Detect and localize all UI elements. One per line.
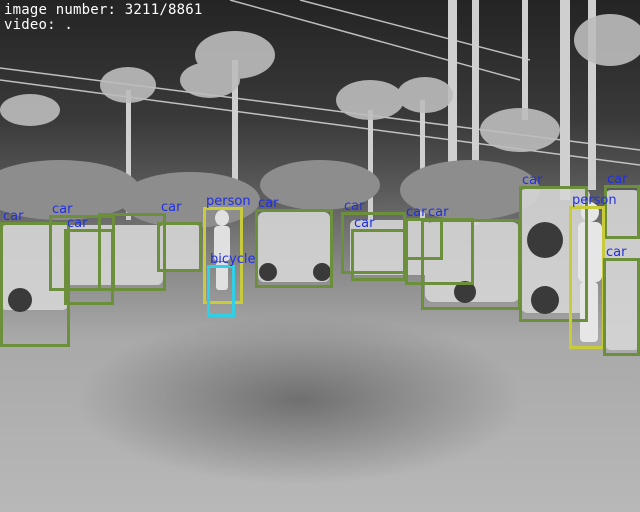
detection-label: car — [428, 205, 449, 220]
image-number-readout: image number: 3211/8861 — [4, 2, 203, 18]
detection-label: car — [258, 196, 279, 211]
detection-box-car: car — [603, 246, 640, 356]
detection-label: car — [406, 205, 427, 220]
detection-label: car — [161, 200, 182, 215]
detection-label: person — [572, 193, 617, 208]
detection-box-car — [157, 222, 202, 272]
detection-label: car — [52, 202, 73, 217]
video-readout: video: . — [4, 17, 74, 33]
detection-box-car — [421, 219, 521, 310]
detection-box-car: car — [255, 197, 333, 288]
detection-label: car — [3, 209, 24, 224]
detection-box-car: car — [64, 217, 114, 305]
detection-label: car — [344, 199, 365, 214]
detection-label: car — [522, 173, 543, 188]
detection-box-person: person — [569, 194, 617, 349]
detection-box-car: car — [98, 201, 181, 291]
detection-box-car: car — [519, 174, 588, 322]
detection-box-bicycle: bicycle — [207, 253, 255, 317]
detection-label: car — [606, 245, 627, 260]
detection-label: car — [607, 172, 628, 187]
detection-label: person — [206, 194, 251, 209]
detection-label: bicycle — [210, 252, 256, 267]
detection-label: car — [67, 216, 88, 231]
detection-box-car: car — [0, 210, 70, 347]
detection-box-person: person — [203, 195, 251, 304]
detection-box-car: car — [604, 173, 640, 239]
detection-box-car: car — [351, 217, 406, 281]
detection-label: car — [354, 216, 375, 231]
